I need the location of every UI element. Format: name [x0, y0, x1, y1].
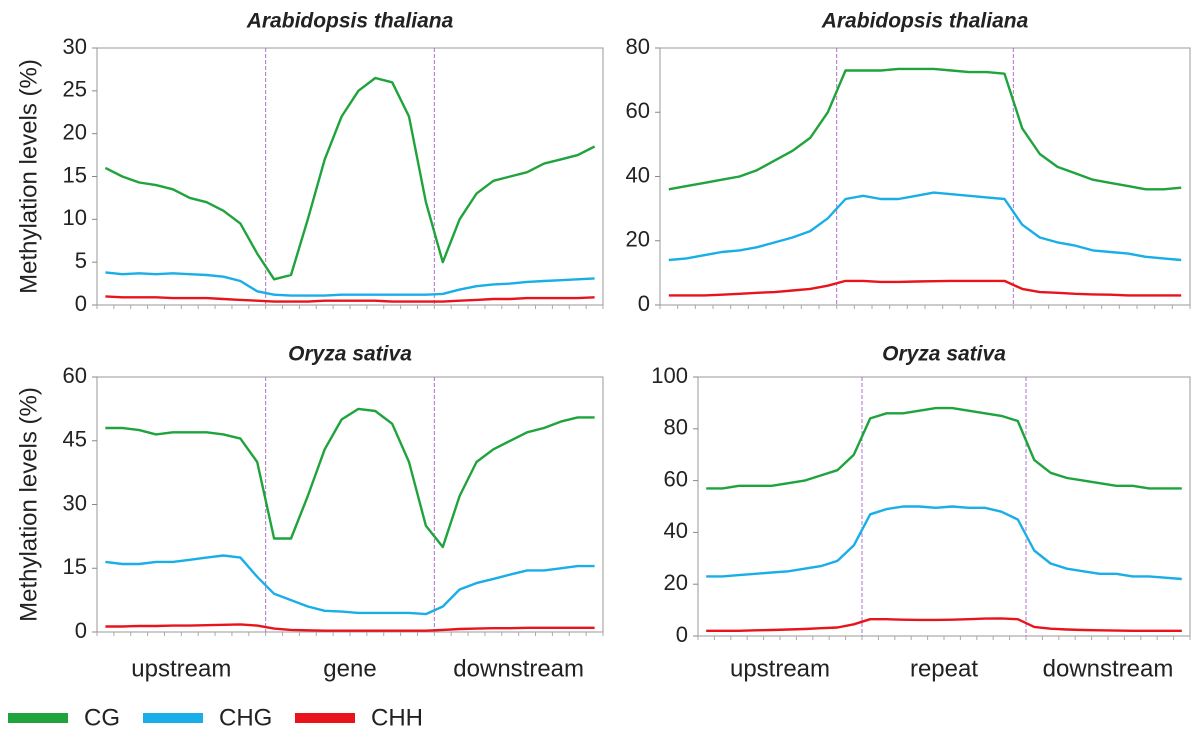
y-tick-label: 5 — [75, 248, 87, 273]
y-tick-label: 60 — [626, 98, 650, 123]
y-tick-label: 100 — [651, 363, 688, 388]
region-label: repeat — [910, 655, 978, 682]
series-line — [104, 76, 596, 281]
chart-title: Oryza sativa — [288, 343, 412, 366]
y-axis-label: Methylation levels (%) — [15, 387, 42, 622]
series-line — [105, 271, 595, 297]
chart-title: Arabidopsis thaliana — [821, 10, 1029, 33]
y-tick-label: 0 — [75, 291, 87, 316]
y-tick-label: 80 — [626, 34, 650, 59]
y-tick-label: 0 — [676, 622, 688, 647]
y-tick-label: 60 — [63, 363, 87, 388]
series-line — [105, 407, 595, 549]
y-tick-label: 30 — [63, 34, 87, 59]
region-label: upstream — [131, 655, 231, 682]
y-tick-label: 15 — [63, 162, 87, 187]
series-line — [105, 554, 595, 616]
y-axis-label: Methylation levels (%) — [15, 59, 42, 294]
series-line — [706, 617, 1182, 632]
y-tick-label: 10 — [63, 205, 87, 230]
y-tick-label: 20 — [63, 119, 87, 144]
y-tick-label: 25 — [63, 77, 87, 102]
y-tick-label: 20 — [664, 570, 688, 595]
legend-label: CHG — [219, 704, 272, 731]
series-line — [105, 623, 595, 632]
chart-title: Oryza sativa — [882, 343, 1006, 366]
y-tick-label: 20 — [626, 227, 650, 252]
series-line — [668, 191, 1182, 262]
y-tick-label: 80 — [664, 415, 688, 440]
y-tick-label: 15 — [63, 554, 87, 579]
y-tick-label: 40 — [626, 162, 650, 187]
region-label: downstream — [453, 655, 584, 682]
region-label: downstream — [1043, 655, 1174, 682]
y-tick-label: 40 — [664, 518, 688, 543]
series-line — [668, 67, 1182, 191]
region-label: upstream — [730, 655, 830, 682]
y-tick-label: 0 — [638, 291, 650, 316]
series-line — [668, 279, 1182, 297]
y-tick-label: 60 — [664, 466, 688, 491]
legend-label: CHH — [371, 704, 423, 731]
y-tick-label: 45 — [63, 427, 87, 452]
series-line — [706, 406, 1182, 490]
y-tick-label: 30 — [63, 490, 87, 515]
series-line — [706, 505, 1182, 581]
y-tick-label: 0 — [75, 618, 87, 643]
region-label: gene — [323, 655, 376, 682]
chart-title: Arabidopsis thaliana — [246, 10, 454, 33]
plot-frame — [96, 47, 604, 306]
series-line — [105, 295, 595, 303]
legend-label: CG — [84, 704, 120, 731]
